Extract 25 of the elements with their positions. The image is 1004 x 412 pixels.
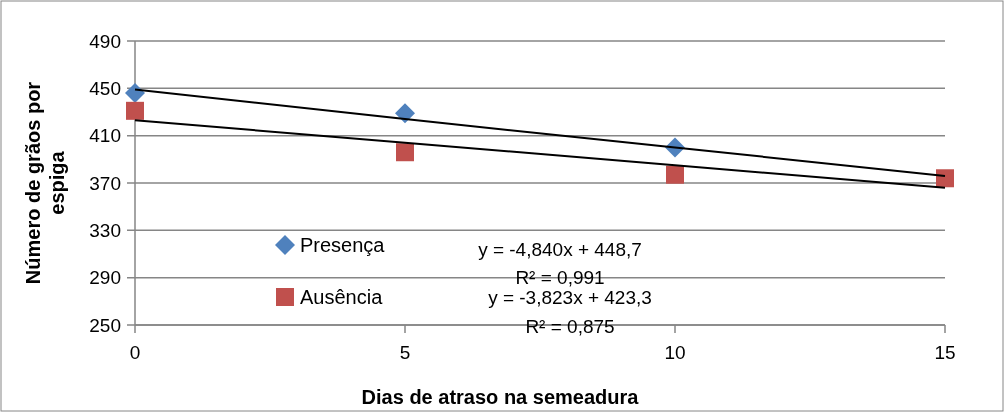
- y-tick-label: 490: [89, 30, 121, 52]
- point: [396, 143, 414, 162]
- annotation: y = -3,823x + 423,3: [488, 286, 652, 308]
- y-tick-label: 450: [89, 77, 121, 99]
- annotation: R² = 0,875: [525, 315, 615, 337]
- x-tick-label: 15: [934, 342, 956, 363]
- y-axis-title: Número de grãos por espiga: [22, 81, 68, 285]
- point: [666, 165, 684, 184]
- x-axis-title: Dias de atraso na semeadura: [361, 386, 640, 408]
- legend-label: Ausência: [300, 286, 384, 308]
- y-tick-label: 290: [89, 267, 121, 289]
- y-tick-label: 250: [89, 314, 121, 336]
- legend-label: Presença: [300, 234, 386, 256]
- point: [936, 169, 954, 188]
- x-tick-label: 5: [399, 342, 411, 363]
- annotation: y = -4,840x + 448,7: [478, 238, 642, 260]
- point: [126, 101, 144, 120]
- y-tick-label: 330: [89, 219, 121, 241]
- point: [125, 83, 145, 104]
- x-tick-label: 10: [664, 342, 686, 363]
- annotation: R² = 0,991: [515, 266, 605, 288]
- point: [395, 103, 415, 124]
- y-tick-label: 370: [89, 172, 121, 194]
- x-tick-label: 0: [129, 342, 141, 363]
- y-tick-label: 410: [89, 125, 121, 147]
